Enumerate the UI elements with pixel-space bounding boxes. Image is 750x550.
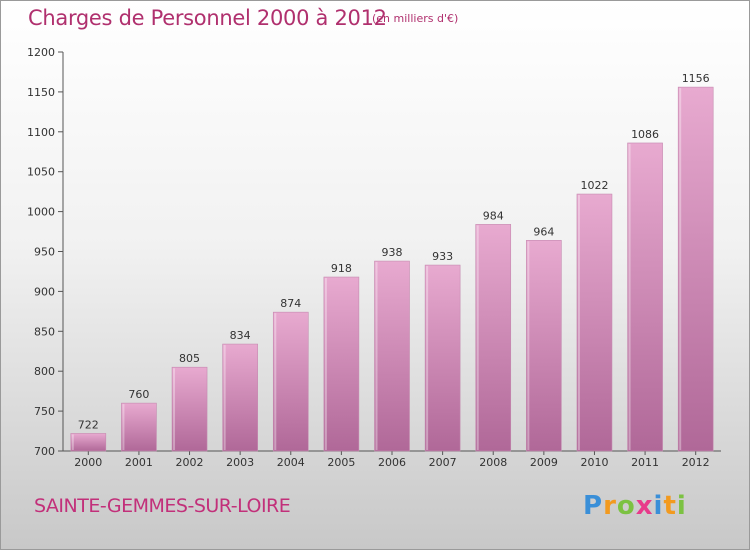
- x-tick-label: 2004: [277, 456, 305, 469]
- bar-value-label: 938: [382, 246, 403, 259]
- bar: [374, 260, 410, 452]
- y-axis: 700 750 800 850 900 950 1000 1050 1100 1150 1200: [27, 46, 64, 458]
- bar: [475, 224, 512, 452]
- bar-highlight: [476, 225, 479, 450]
- bar-highlight: [324, 278, 327, 450]
- bar: [526, 240, 562, 452]
- bar-value-label: 760: [128, 388, 149, 401]
- bar: [171, 366, 208, 452]
- bar-highlight: [628, 143, 631, 451]
- x-tick-label: 2009: [530, 456, 558, 469]
- bar-highlight: [426, 266, 429, 450]
- bar-value-label: 918: [331, 262, 352, 275]
- x-tick-label: 2006: [378, 456, 406, 469]
- y-tick-label: 1000: [27, 206, 55, 219]
- bar-value-label: 1022: [580, 179, 608, 192]
- bar: [677, 86, 714, 452]
- y-tick-label: 750: [34, 405, 55, 418]
- bar-highlight: [679, 88, 682, 450]
- y-tick-label: 950: [34, 246, 55, 259]
- bar: [576, 193, 613, 452]
- bar: [627, 142, 663, 452]
- bar-value-label: 722: [78, 418, 99, 431]
- x-tick-label: 2010: [580, 456, 608, 469]
- y-tick-label: 1050: [27, 166, 55, 179]
- y-tick-label: 700: [34, 445, 55, 458]
- bar: [272, 311, 309, 452]
- bar-highlight: [173, 368, 176, 450]
- bar-highlight: [527, 241, 530, 450]
- bar: [323, 276, 360, 452]
- chart-title: Charges de Personnel 2000 à 2012: [28, 6, 387, 30]
- x-tick-label: 2003: [226, 456, 254, 469]
- y-tick-label: 1200: [27, 46, 55, 59]
- location-name: SAINTE-GEMMES-SUR-LOIRE: [34, 495, 291, 517]
- bar: [70, 433, 107, 452]
- bar-highlight: [122, 404, 125, 450]
- chart-subtitle: (en milliers d'€): [372, 12, 459, 25]
- bar: [424, 264, 461, 452]
- bar-highlight: [223, 345, 226, 450]
- brand-letter: i: [676, 491, 687, 521]
- x-tick-label: 2012: [682, 456, 710, 469]
- x-tick-label: 2008: [479, 456, 507, 469]
- x-tick-label: 2011: [631, 456, 659, 469]
- bar-value-label: 874: [280, 297, 301, 310]
- brand-letter: i: [653, 491, 664, 521]
- bar-highlight: [577, 195, 580, 450]
- brand-letter: P: [583, 491, 604, 521]
- bar-value-label: 933: [432, 250, 453, 263]
- x-tick-label: 2007: [429, 456, 457, 469]
- y-tick-label: 850: [34, 325, 55, 338]
- bar-value-label: 805: [179, 352, 200, 365]
- y-tick-label: 1150: [27, 86, 55, 99]
- bars: 722 760 805 834 874 918 938 933 984 964 1022 1086 11…: [70, 72, 714, 452]
- bar-value-label: 1086: [631, 128, 659, 141]
- bar-highlight: [71, 434, 74, 450]
- brand-letter: o: [616, 491, 636, 521]
- y-tick-label: 900: [34, 285, 55, 298]
- brand-letter: x: [635, 491, 654, 521]
- brand-letter: t: [663, 491, 677, 521]
- x-axis: 2000 2001 2002 2003 2004 2005 2006 2007 2008 2009…: [63, 450, 721, 469]
- brand-logo: Proxiti: [583, 491, 687, 521]
- bar-value-label: 1156: [682, 72, 710, 85]
- x-tick-label: 2000: [74, 456, 102, 469]
- y-tick-label: 800: [34, 365, 55, 378]
- x-tick-label: 2005: [327, 456, 355, 469]
- bar-highlight: [274, 313, 277, 450]
- bar-value-label: 834: [230, 329, 251, 342]
- y-tick-label: 1100: [27, 126, 55, 139]
- x-tick-label: 2001: [125, 456, 153, 469]
- bar-value-label: 984: [483, 209, 504, 222]
- bar-value-label: 964: [533, 225, 554, 238]
- brand-letter: r: [603, 491, 617, 521]
- x-tick-label: 2002: [176, 456, 204, 469]
- bar-highlight: [375, 262, 378, 450]
- bar: [121, 402, 157, 452]
- bar: [222, 343, 258, 452]
